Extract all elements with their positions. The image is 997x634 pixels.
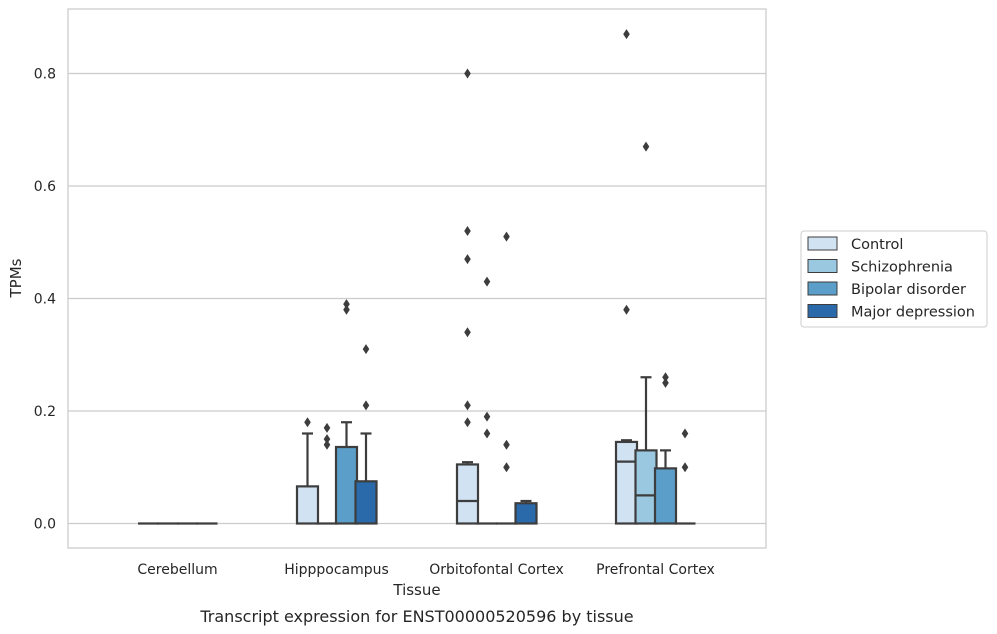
outlier-point xyxy=(503,231,510,242)
box-rect xyxy=(455,463,480,525)
outlier-point xyxy=(623,29,630,40)
y-tick-label: 0.0 xyxy=(34,517,56,533)
outlier-point xyxy=(483,276,491,287)
y-tick-label: 0.8 xyxy=(34,67,56,83)
outlier-point xyxy=(323,422,331,433)
outlier-point xyxy=(362,400,370,411)
box-rect xyxy=(295,485,320,525)
box-rect xyxy=(334,445,359,525)
x-axis-tick-labels: Cerebellum Hipppocampus Orbitofontal Corte… xyxy=(137,562,714,578)
outlier-point xyxy=(464,226,471,236)
outlier-point xyxy=(464,327,471,338)
outlier-point xyxy=(464,417,471,428)
outlier-point xyxy=(662,372,669,383)
legend-swatch xyxy=(807,259,838,273)
box-rect xyxy=(614,440,639,525)
x-tick-label: Cerebellum xyxy=(137,562,217,578)
outlier-point xyxy=(662,377,669,388)
legend-swatch xyxy=(807,281,838,296)
outlier-point xyxy=(642,141,650,152)
plot-area-frame xyxy=(67,8,767,549)
outlier-point xyxy=(323,434,331,445)
legend-label: Bipolar disorder xyxy=(851,282,966,298)
outlier-point xyxy=(362,344,370,355)
x-axis-title: Tissue xyxy=(392,581,440,599)
legend-swatch xyxy=(807,304,838,318)
outlier-point xyxy=(681,428,689,439)
box-rect xyxy=(634,449,658,525)
outlier-point xyxy=(483,428,491,439)
legend-frame xyxy=(800,230,988,328)
outlier-point xyxy=(503,462,510,473)
outlier-points xyxy=(304,29,689,473)
x-tick-label: Orbitofontal Cortex xyxy=(429,562,564,578)
y-tick-label: 0.2 xyxy=(34,404,56,420)
box-elements xyxy=(138,376,696,525)
legend-label: Major depression xyxy=(851,305,975,321)
outlier-point xyxy=(323,439,331,450)
x-tick-label: Prefrontal Cortex xyxy=(596,562,715,578)
outlier-point xyxy=(503,439,510,450)
y-tick-label: 0.6 xyxy=(34,179,56,195)
chart-caption: Transcript expression for ENST0000052059… xyxy=(199,607,633,626)
y-axis-title: TPMs xyxy=(7,258,25,298)
x-tick-label: Hipppocampus xyxy=(284,562,389,578)
legend-swatch xyxy=(807,236,838,251)
box-rect xyxy=(653,467,678,525)
y-tick-label: 0.4 xyxy=(34,292,56,308)
outlier-point xyxy=(681,462,689,473)
outlier-point xyxy=(464,68,471,79)
y-axis-tick-labels: 0.0 0.2 0.4 0.6 0.8 xyxy=(34,67,56,533)
box-rect xyxy=(354,480,378,525)
legend-label: Schizophrenia xyxy=(851,260,953,276)
outlier-point xyxy=(464,400,471,411)
outlier-point xyxy=(304,417,311,428)
legend: Control Schizophrenia Bipolar disorder Majo… xyxy=(800,230,988,328)
grid-lines xyxy=(68,72,766,525)
outlier-point xyxy=(623,304,630,315)
legend-label: Control xyxy=(851,237,903,253)
box-rect xyxy=(514,502,538,525)
outlier-point xyxy=(483,411,491,422)
outlier-point xyxy=(464,254,471,265)
outlier-point xyxy=(343,304,350,315)
outlier-point xyxy=(343,299,350,310)
